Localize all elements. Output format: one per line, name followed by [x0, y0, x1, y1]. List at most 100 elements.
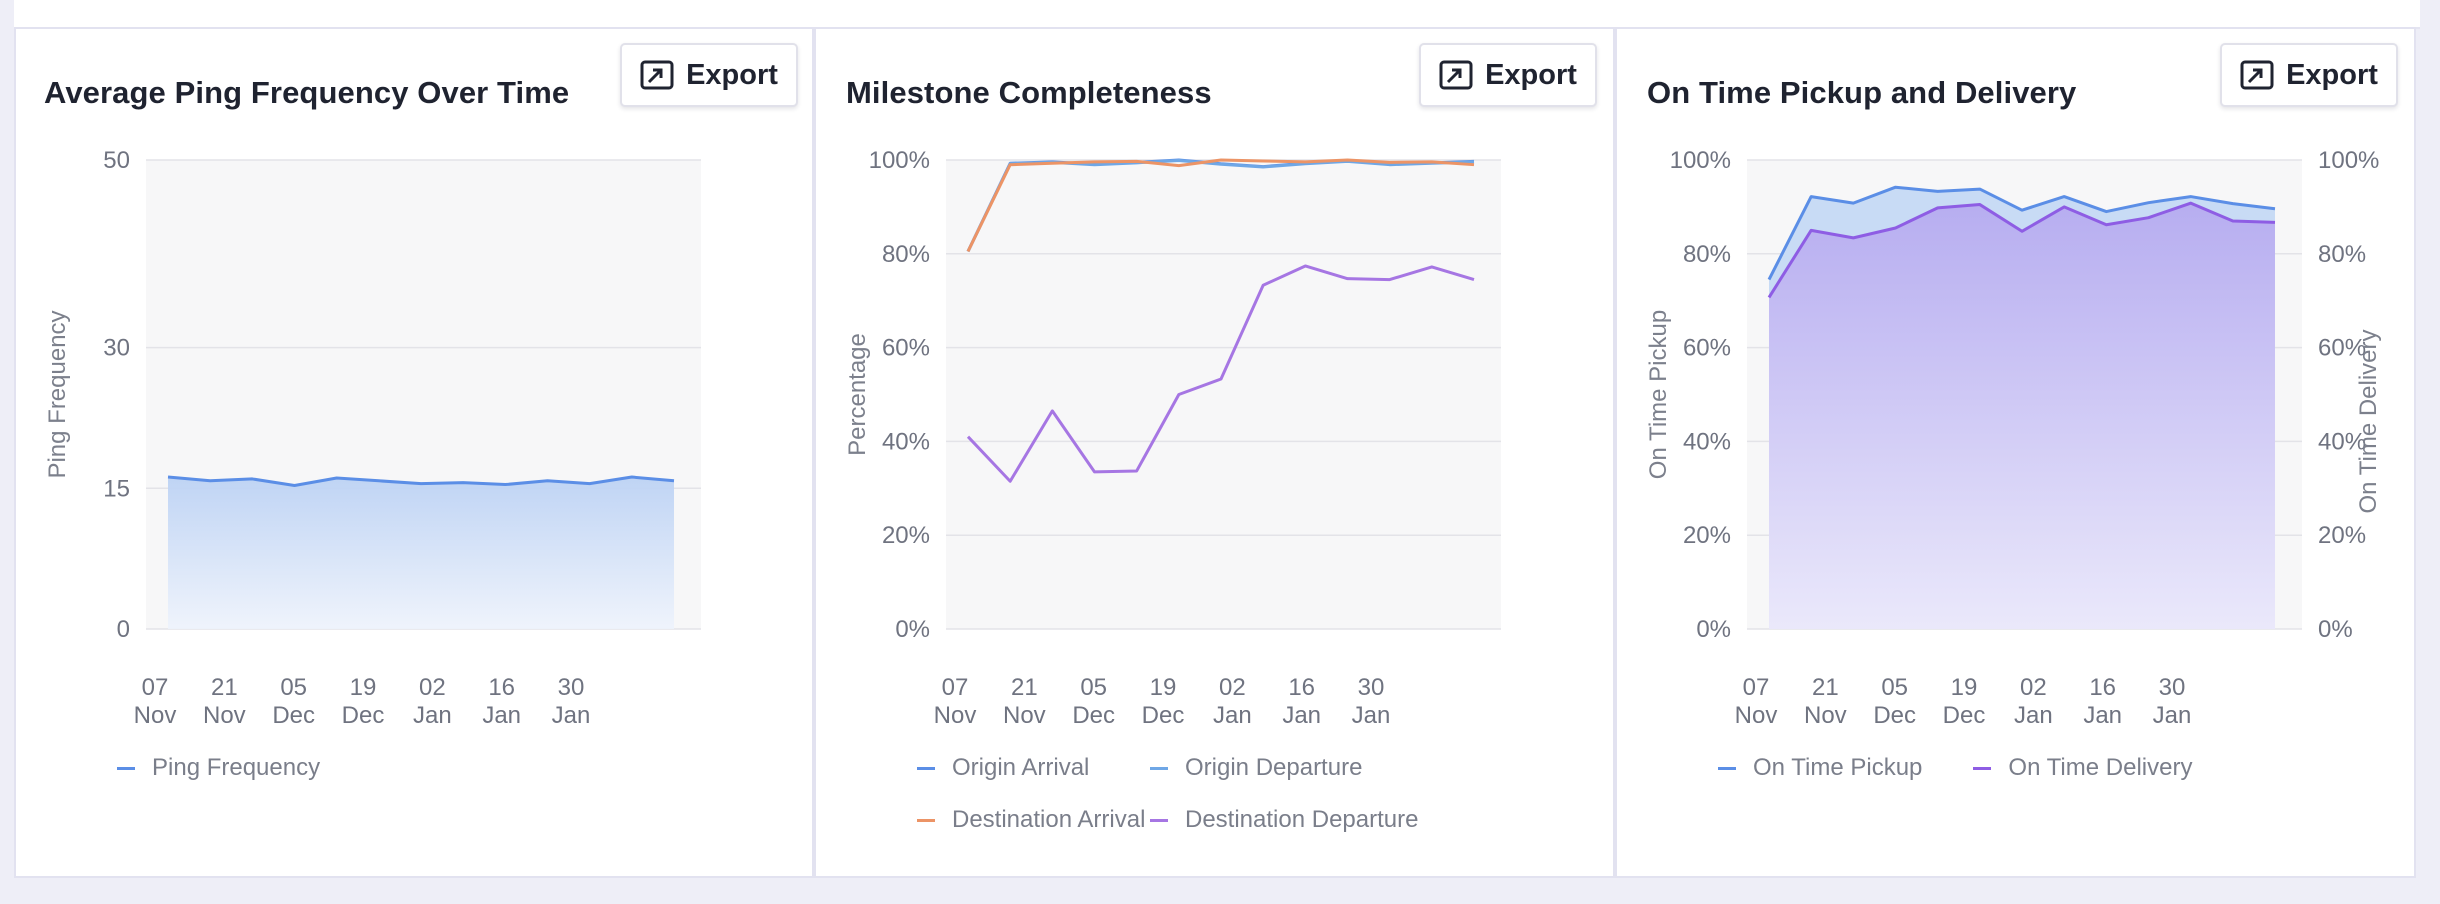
x-tick-label: Dec — [1142, 702, 1185, 729]
x-tick-label: 30 — [558, 674, 585, 701]
export-label: Export — [2286, 58, 2378, 91]
y-tick-label-right: 80% — [2318, 241, 2366, 268]
y-tick-label: 15 — [103, 475, 130, 502]
y-axis-label: On Time Pickup — [1645, 310, 1672, 479]
y-axis-label-right: On Time Delivery — [2355, 329, 2382, 513]
x-tick-label: 07 — [1743, 674, 1770, 701]
export-button[interactable]: Export — [2220, 43, 2398, 107]
legend-label: On Time Pickup — [1753, 754, 1923, 781]
x-tick-label: 30 — [1358, 674, 1385, 701]
legend-label: Destination Arrival — [952, 806, 1146, 833]
x-tick-label: 19 — [1150, 674, 1177, 701]
x-tick-label: 05 — [280, 674, 307, 701]
export-icon — [1439, 60, 1473, 90]
x-tick-label: Jan — [1213, 702, 1252, 729]
legend-item[interactable]: On Time Pickup — [1718, 754, 1922, 782]
x-tick-label: 16 — [2089, 674, 2116, 701]
x-tick-label: 16 — [488, 674, 515, 701]
x-tick-label: Jan — [1352, 702, 1391, 729]
series-line-1 — [167, 475, 675, 487]
x-tick-label: 19 — [350, 674, 377, 701]
chart-legend: Origin Arrival Origin Departure Destinatio… — [917, 754, 1567, 834]
legend-label: Origin Arrival — [952, 754, 1090, 781]
chart-title: Milestone Completeness — [846, 75, 1212, 110]
y-tick-label: 50 — [103, 147, 130, 174]
x-tick-label: 02 — [1219, 674, 1246, 701]
x-tick-label: 19 — [1951, 674, 1978, 701]
series-line-2 — [1767, 201, 2276, 299]
legend-item[interactable]: Origin Departure — [1150, 754, 1450, 782]
x-tick-label: Jan — [482, 702, 521, 729]
x-tick-label: Jan — [2083, 702, 2122, 729]
chart-title: On Time Pickup and Delivery — [1647, 75, 2077, 110]
x-tick-label: Jan — [552, 702, 591, 729]
legend-swatch — [117, 766, 135, 770]
x-tick-label: Dec — [1072, 702, 1115, 729]
x-tick-label: Nov — [134, 702, 177, 729]
y-tick-label: 20% — [882, 522, 930, 549]
export-label: Export — [1485, 58, 1577, 91]
x-tick-label: Jan — [1282, 702, 1321, 729]
legend-swatch — [1973, 766, 1992, 770]
y-tick-label: 60% — [1683, 335, 1731, 362]
legend-label: Ping Frequency — [152, 754, 321, 781]
export-button[interactable]: Export — [1419, 43, 1597, 107]
legend-item[interactable]: Ping Frequency — [117, 754, 320, 782]
chart-legend: On Time Pickup On Time Delivery — [1718, 754, 2368, 782]
y-tick-label: 100% — [869, 147, 930, 174]
legend-swatch — [917, 766, 935, 770]
legend-label: Destination Departure — [1185, 806, 1419, 833]
series-area-2 — [1769, 203, 2275, 629]
top-panel-strip — [14, 0, 2420, 29]
series-line-3 — [966, 158, 1475, 253]
x-tick-label: Nov — [934, 702, 977, 729]
milestone-completeness-chart: 0%20%40%60%80%100%07Nov21Nov05Dec19Dec02… — [844, 147, 1501, 729]
chart-legend: Ping Frequency — [117, 754, 757, 782]
x-tick-label: Nov — [1003, 702, 1046, 729]
x-tick-label: 21 — [1011, 674, 1038, 701]
x-tick-label: Jan — [2153, 702, 2192, 729]
on-time-pickup-delivery-card: On Time Pickup and Delivery Export 0% 0% 2… — [1615, 27, 2416, 878]
x-tick-label: 02 — [419, 674, 446, 701]
x-tick-label: Dec — [1943, 702, 1986, 729]
y-tick-label: 40% — [882, 428, 930, 455]
legend-item[interactable]: Origin Arrival — [917, 754, 1150, 782]
legend-item[interactable]: Destination Arrival — [917, 806, 1150, 834]
y-axis-label: Ping Frequency — [44, 310, 71, 478]
y-tick-label: 20% — [1683, 522, 1731, 549]
x-tick-label: Nov — [203, 702, 246, 729]
series-area-1 — [168, 477, 674, 629]
legend-item[interactable]: Destination Departure — [1150, 806, 1450, 834]
x-tick-label: 07 — [142, 674, 169, 701]
export-button[interactable]: Export — [620, 43, 798, 107]
y-tick-label-right: 100% — [2318, 147, 2379, 174]
x-tick-label: Dec — [272, 702, 315, 729]
x-tick-label: Dec — [342, 702, 385, 729]
plot-background — [946, 160, 1501, 629]
y-tick-label-right: 40% — [2318, 428, 2366, 455]
legend-label: Origin Departure — [1185, 754, 1363, 781]
x-tick-label: 07 — [942, 674, 969, 701]
legend-swatch — [917, 818, 935, 822]
export-icon — [2240, 60, 2274, 90]
milestone-completeness-card: Milestone Completeness Export 0% 20% 40% 60… — [814, 27, 1615, 878]
y-tick-label: 80% — [1683, 241, 1731, 268]
ping-frequency-chart: 015305007Nov21Nov05Dec19Dec02Jan16Jan30J… — [44, 147, 701, 729]
y-tick-label: 0% — [895, 616, 930, 643]
y-tick-label: 80% — [882, 241, 930, 268]
export-label: Export — [686, 58, 778, 91]
legend-swatch — [1150, 818, 1168, 822]
export-icon — [640, 60, 674, 90]
x-tick-label: 05 — [1881, 674, 1908, 701]
x-tick-label: Dec — [1873, 702, 1916, 729]
y-tick-label: 0 — [117, 616, 130, 643]
legend-item[interactable]: On Time Delivery — [1973, 754, 2192, 782]
x-tick-label: Nov — [1804, 702, 1847, 729]
y-tick-label: 0% — [1696, 616, 1731, 643]
on-time-pickup-delivery-chart: 0% 0%20% 20%40% 40%60% 60%80% 80%100% 100%07No… — [1645, 147, 2382, 729]
chart-title: Average Ping Frequency Over Time — [44, 75, 570, 110]
series-line-4 — [966, 264, 1475, 483]
y-tick-label: 60% — [882, 335, 930, 362]
y-tick-label-right: 0% — [2318, 616, 2353, 643]
y-tick-label-right: 20% — [2318, 522, 2366, 549]
